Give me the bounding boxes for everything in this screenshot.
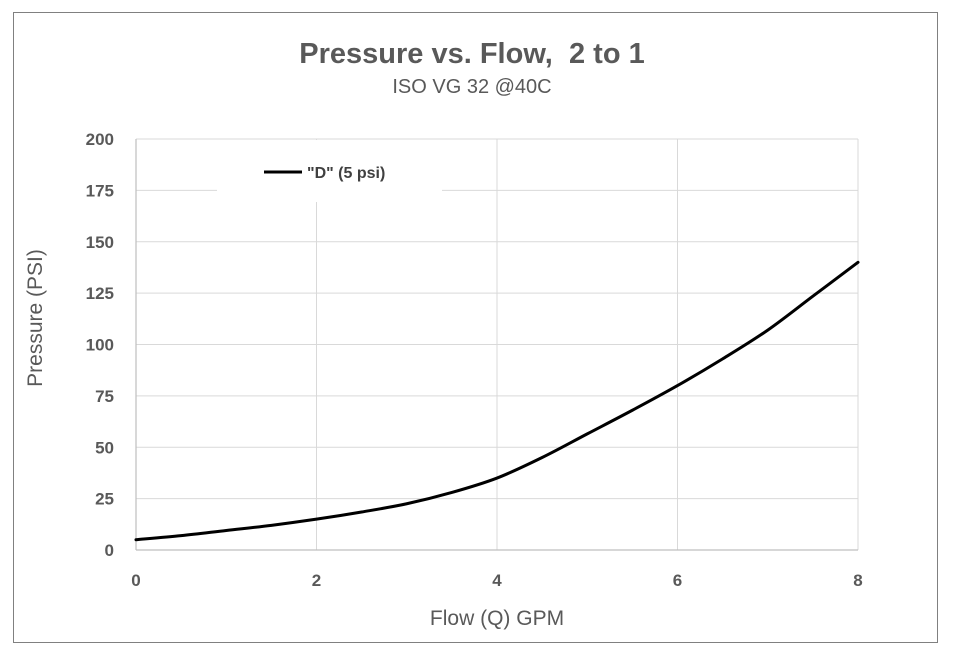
series-lines (134, 260, 860, 542)
y-axis-title: Pressure (PSI) (24, 249, 47, 387)
axes (135, 139, 858, 551)
y-tick-label: 75 (95, 387, 114, 406)
series-line-0 (134, 260, 860, 542)
x-tick-label: 8 (853, 571, 862, 590)
x-tick-label: 2 (312, 571, 321, 590)
y-tick-label: 150 (86, 233, 114, 252)
tick-labels: 0 25 50 75 100 125 150 175 200 0 2 4 6 8 (86, 130, 863, 590)
chart-title: Pressure vs. Flow, 2 to 1 (299, 38, 644, 70)
chart-subtitle: ISO VG 32 @40C (392, 76, 551, 98)
x-tick-label: 4 (492, 571, 502, 590)
x-tick-label: 6 (673, 571, 682, 590)
y-tick-label: 125 (86, 284, 114, 303)
y-tick-label: 200 (86, 130, 114, 149)
y-tick-label: 175 (86, 181, 114, 200)
y-tick-label: 25 (95, 490, 114, 509)
y-tick-label: 50 (95, 438, 114, 457)
legend-entry-label: "D" (5 psi) (307, 165, 385, 182)
x-axis-title: Flow (Q) GPM (430, 607, 564, 630)
legend: "D" (5 psi) (217, 140, 442, 202)
gridlines (136, 138, 859, 550)
x-tick-label: 0 (131, 571, 140, 590)
y-tick-label: 0 (105, 541, 114, 560)
y-tick-label: 100 (86, 336, 114, 355)
legend-background (217, 140, 442, 202)
